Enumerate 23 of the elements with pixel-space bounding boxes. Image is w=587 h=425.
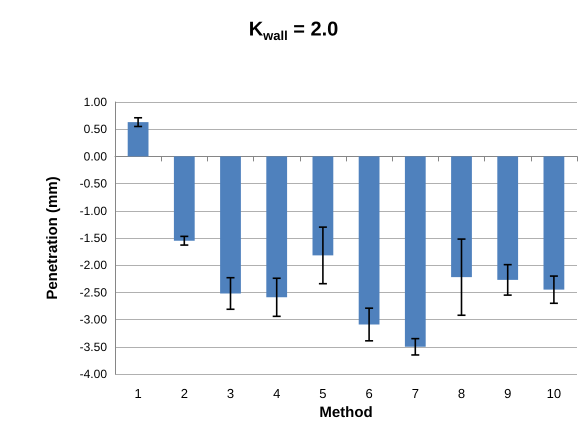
y-tick-label: 0.50 <box>84 122 108 136</box>
y-tick-label: -3.50 <box>80 340 108 354</box>
y-tick-label: 0.00 <box>84 149 108 164</box>
x-tick-label: 2 <box>180 386 188 401</box>
x-tick-label: 5 <box>319 386 327 401</box>
y-tick-label: -4.00 <box>80 367 108 381</box>
x-axis-title: Method <box>319 404 373 421</box>
x-tick-label: 10 <box>546 386 562 401</box>
x-tick-label: 3 <box>226 386 234 401</box>
x-tick-label: 8 <box>458 386 466 401</box>
x-tick-label: 9 <box>504 386 512 401</box>
x-tick-label: 7 <box>412 386 419 401</box>
y-tick-label: -2.50 <box>80 285 108 300</box>
x-tick-label: 1 <box>134 386 142 401</box>
y-tick-label: -3.00 <box>80 312 108 327</box>
x-tick-label: 6 <box>365 386 373 401</box>
y-tick-label: -0.50 <box>80 176 108 191</box>
y-tick-label: 1.00 <box>84 95 108 109</box>
y-tick-label: -1.50 <box>80 231 108 245</box>
y-tick-label: -1.00 <box>80 204 108 218</box>
y-axis-title: Penetration (mm) <box>44 176 61 300</box>
x-tick-label: 4 <box>273 386 280 401</box>
y-tick-label: -2.00 <box>80 258 108 272</box>
